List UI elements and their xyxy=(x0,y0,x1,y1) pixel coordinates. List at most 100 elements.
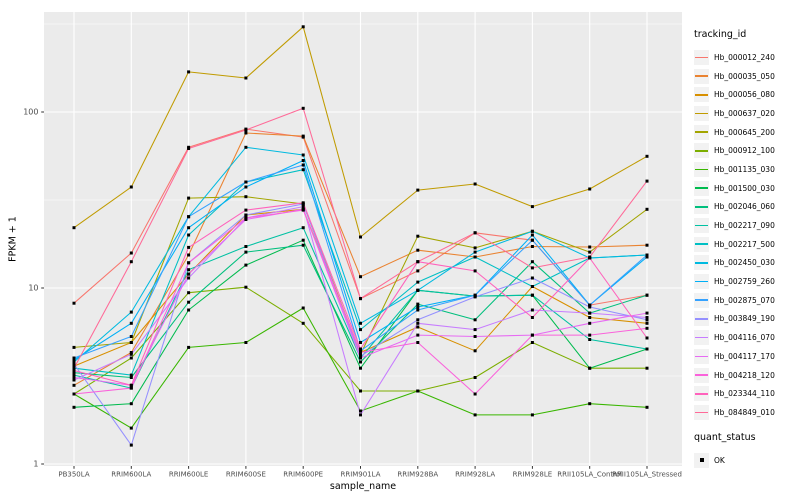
line-swatch-icon xyxy=(695,93,708,96)
data-point xyxy=(129,310,133,314)
line-swatch-icon xyxy=(695,243,708,246)
legend-item-label: Hb_000056_080 xyxy=(714,90,775,100)
data-point xyxy=(129,426,133,430)
data-point xyxy=(588,366,592,370)
x-tick-label: RRII105LA_Stressed xyxy=(612,471,682,479)
legend-color-key xyxy=(694,180,709,196)
data-point xyxy=(473,231,477,235)
data-point xyxy=(72,383,76,387)
data-point xyxy=(301,201,305,205)
legend-item-label: Hb_002046_060 xyxy=(714,202,775,212)
data-point xyxy=(473,328,477,332)
data-point xyxy=(473,349,477,353)
data-point xyxy=(359,354,362,358)
legend-color-key xyxy=(694,404,709,420)
data-point xyxy=(187,215,191,219)
data-point xyxy=(645,207,649,211)
line-swatch-icon xyxy=(695,75,708,77)
x-tick-label: RRIM600LA xyxy=(111,471,151,479)
data-point xyxy=(645,255,649,259)
legend-item-Hb_001500_030: Hb_001500_030 xyxy=(694,179,775,198)
legend-color-key xyxy=(694,255,709,271)
data-point xyxy=(72,345,76,349)
data-point xyxy=(588,255,592,259)
data-point xyxy=(244,341,248,344)
legend-item-Hb_000645_200: Hb_000645_200 xyxy=(694,123,775,142)
data-point xyxy=(588,333,592,337)
data-point xyxy=(72,376,76,379)
legend-title-quant-status: quant_status xyxy=(694,431,756,443)
data-point xyxy=(301,205,305,209)
line-swatch-icon xyxy=(695,149,708,152)
legend-color-key xyxy=(694,87,709,103)
data-point xyxy=(359,349,362,353)
line-swatch-icon xyxy=(695,374,708,376)
data-point xyxy=(129,260,133,264)
data-point xyxy=(645,336,649,340)
legend-item-label: Hb_004218_120 xyxy=(714,370,775,380)
data-point xyxy=(187,308,191,312)
data-point xyxy=(72,301,76,305)
x-tick-label: RRIM600PE xyxy=(283,471,323,479)
legend-item-label: Hb_003849_190 xyxy=(714,314,775,324)
data-point xyxy=(301,243,305,247)
legend-item-Hb_002875_070: Hb_002875_070 xyxy=(694,291,775,310)
data-point xyxy=(301,106,305,110)
data-point xyxy=(301,168,305,172)
data-point xyxy=(301,238,305,242)
data-point xyxy=(359,352,362,356)
legend: tracking_id Hb_000012_240 Hb_000035_050 Hb… xyxy=(694,29,775,469)
y-tick-label: 100 xyxy=(23,108,38,117)
data-point xyxy=(359,360,362,364)
data-point xyxy=(187,272,191,276)
data-point xyxy=(530,276,534,280)
line-swatch-icon xyxy=(695,131,708,133)
data-point xyxy=(244,76,248,80)
legend-items: Hb_000012_240 Hb_000035_050 Hb_000056_080 H… xyxy=(694,48,775,422)
data-point xyxy=(588,250,592,254)
data-point xyxy=(244,195,248,199)
data-point xyxy=(129,386,133,390)
x-axis-title: sample_name xyxy=(329,481,397,492)
x-tick-label: RRIM928BA xyxy=(397,471,438,479)
legend-color-key xyxy=(694,218,709,234)
data-point xyxy=(72,373,76,377)
data-point xyxy=(72,226,76,230)
data-point xyxy=(244,263,248,267)
data-point xyxy=(187,233,191,237)
legend-item-Hb_002450_030: Hb_002450_030 xyxy=(694,254,775,273)
data-point xyxy=(187,268,191,272)
data-point xyxy=(530,413,534,417)
legend-item-ok: OK xyxy=(694,451,775,470)
data-point xyxy=(301,208,305,212)
legend-item-Hb_000035_050: Hb_000035_050 xyxy=(694,67,775,86)
data-point xyxy=(129,373,133,377)
data-point xyxy=(473,376,477,379)
data-point xyxy=(129,356,133,360)
data-point xyxy=(129,443,133,447)
data-point xyxy=(416,234,420,238)
data-point xyxy=(359,413,362,417)
data-point xyxy=(72,378,76,382)
data-point xyxy=(129,383,133,387)
data-point xyxy=(129,185,133,189)
data-point xyxy=(129,335,133,338)
ok-point-key xyxy=(694,452,709,468)
legend-color-key xyxy=(694,367,709,383)
data-point xyxy=(473,295,477,299)
y-axis-title: FPKM + 1 xyxy=(7,216,19,262)
data-point xyxy=(588,338,592,341)
data-point xyxy=(72,369,76,372)
y-tick-label: 10 xyxy=(28,284,38,293)
data-point xyxy=(301,306,305,310)
data-point xyxy=(301,25,305,29)
data-point xyxy=(645,311,649,315)
data-point xyxy=(473,335,477,338)
line-swatch-icon xyxy=(695,206,708,208)
data-point xyxy=(416,308,420,312)
data-point xyxy=(645,316,649,319)
legend-item-Hb_002759_260: Hb_002759_260 xyxy=(694,272,775,291)
data-point xyxy=(359,297,362,301)
data-point xyxy=(72,366,76,370)
